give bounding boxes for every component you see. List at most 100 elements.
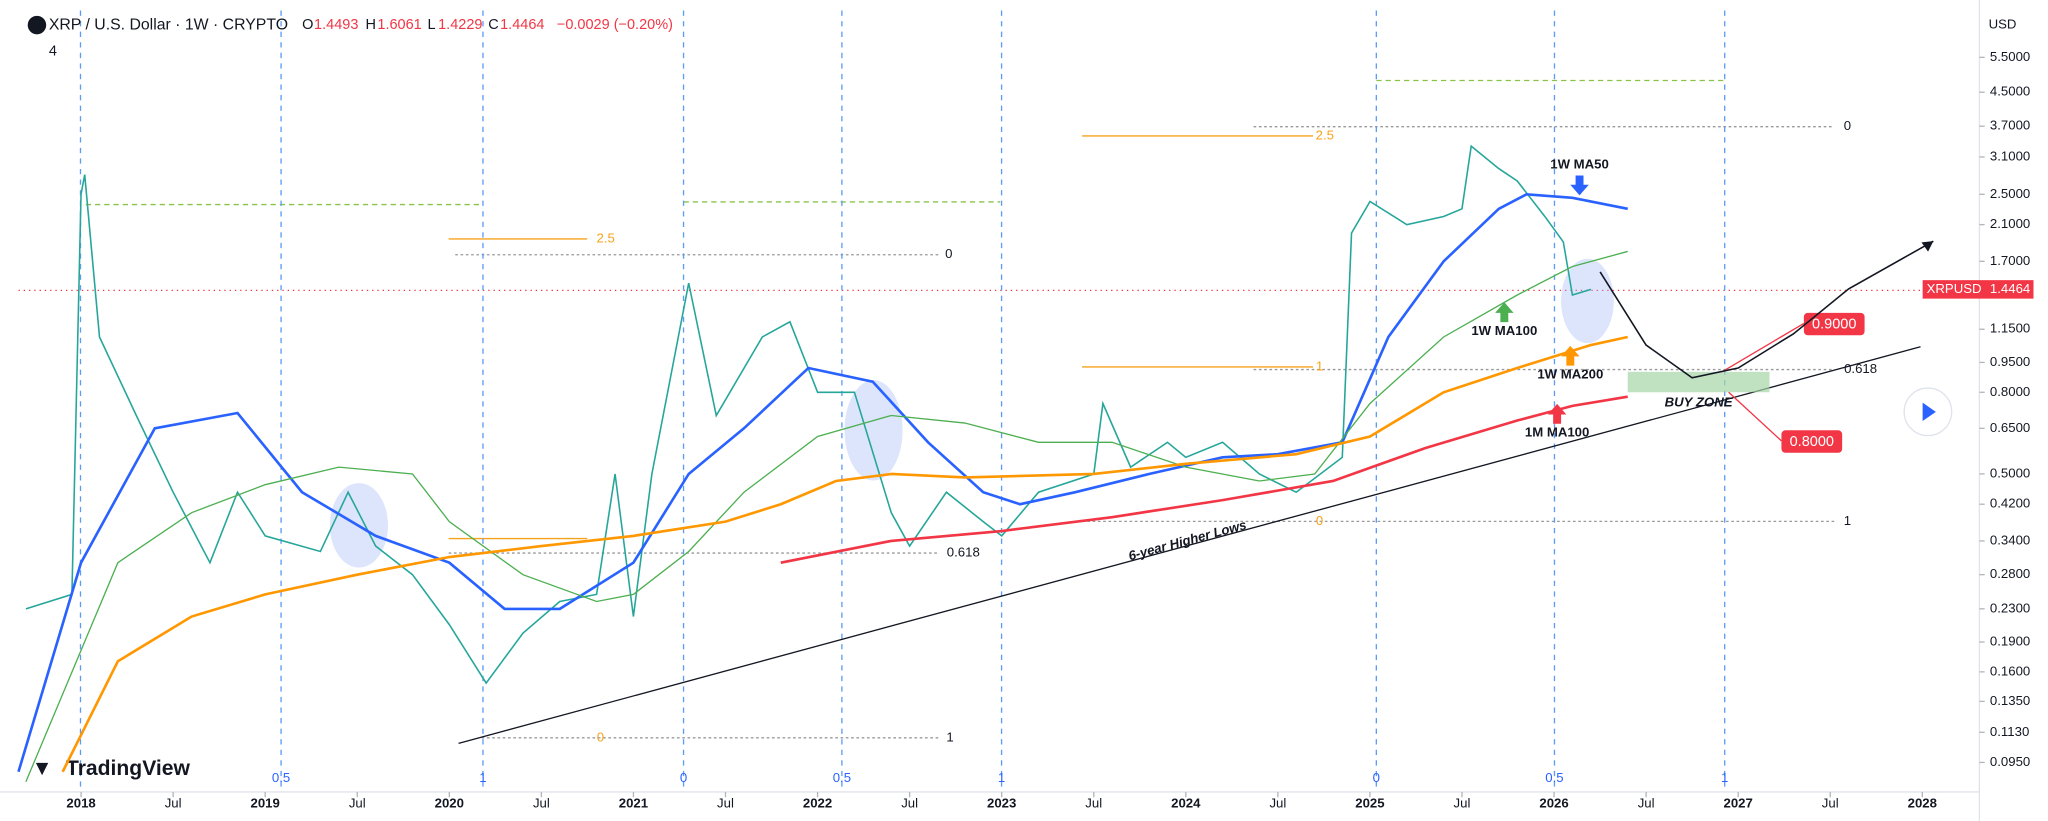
target-box — [1803, 312, 1865, 336]
fib-label: 0.618 — [947, 545, 980, 560]
close: 1.4464 — [500, 17, 544, 33]
x-tick-label: Jul — [1822, 795, 1839, 810]
fib-label: 2.5 — [1316, 127, 1334, 142]
x-tick-label: Jul — [1085, 795, 1102, 810]
price-tag-value: 1.4464 — [1990, 281, 2030, 296]
fib-time-label: 1 — [1721, 770, 1728, 785]
ma-label: 1W MA200 — [1537, 366, 1603, 381]
y-tick-label: 0.1130 — [1990, 724, 2029, 739]
fib-lines — [18, 79, 1980, 739]
y-tick-label: 1.1500 — [1990, 321, 2030, 336]
y-tick-label: 0.5000 — [1990, 465, 2030, 480]
fib-label: 0 — [597, 729, 604, 744]
brand-logo: ▼ — [32, 757, 53, 780]
arrow-head — [1921, 241, 1934, 252]
x-tick-label: Jul — [349, 795, 366, 810]
fib-label: 1 — [1844, 513, 1851, 528]
y-tick-label: 2.1000 — [1990, 216, 2030, 231]
fib-label: 2.5 — [597, 230, 615, 245]
ma-arrow — [1561, 345, 1580, 366]
indicator-count[interactable]: 4 — [49, 43, 57, 59]
trendline — [458, 346, 1921, 745]
x-tick-label: 2026 — [1539, 795, 1568, 810]
moving-average — [25, 250, 1628, 783]
projection-curve — [1599, 240, 1934, 379]
y-tick-label: 0.9500 — [1990, 354, 2030, 369]
open: 1.4493 — [314, 17, 358, 33]
moving-average — [17, 192, 1628, 773]
ma-arrow — [1547, 403, 1567, 424]
h-label: H — [366, 17, 376, 33]
x-tick-label: Jul — [533, 795, 550, 810]
high: 1.6061 — [377, 17, 421, 33]
x-tick-label: 2022 — [803, 795, 832, 810]
fib-time-label: 0 — [680, 770, 687, 785]
y-tick-label: 5.5000 — [1990, 49, 2030, 64]
buy-zone-label: BUY ZONE — [1665, 394, 1734, 409]
fib-time-label: 0.5 — [833, 770, 851, 785]
target-label: 0.9000 — [1812, 317, 1856, 333]
x-tick-label: 2023 — [987, 795, 1016, 810]
x-tick-label: 2027 — [1724, 795, 1753, 810]
y-tick-label: 0.0950 — [1990, 754, 2030, 769]
x-tick-label: 2025 — [1355, 795, 1384, 810]
ma-label: 1M MA100 — [1525, 424, 1589, 439]
moving-average — [780, 395, 1628, 564]
x-tick-label: Jul — [901, 795, 918, 810]
y-tick-label: 3.7000 — [1990, 118, 2030, 133]
fib-label: 0.618 — [1844, 361, 1877, 376]
y-tick-label: 0.8000 — [1990, 384, 2030, 399]
fib-label: 0 — [1844, 118, 1851, 133]
fib-label: 1 — [1316, 358, 1323, 373]
fib-time-label: 0.5 — [1545, 770, 1563, 785]
change: −0.0029 (−0.20%) — [557, 17, 673, 33]
fib-time-label: 1 — [998, 770, 1005, 785]
l-label: L — [428, 17, 436, 33]
x-tick-label: 2028 — [1908, 795, 1937, 810]
moving-average — [61, 335, 1628, 773]
fib-label: 1 — [946, 729, 953, 744]
play-button[interactable] — [1903, 387, 1953, 437]
y-tick-label: 0.3400 — [1990, 532, 2030, 547]
y-tick-label: 3.1000 — [1990, 148, 2030, 163]
fib-label: 0 — [1316, 513, 1323, 528]
y-tick-label: 0.4200 — [1990, 496, 2030, 511]
time-fib-lines — [79, 10, 1726, 789]
x-tick-label: Jul — [1454, 795, 1471, 810]
y-tick-label: 0.1600 — [1990, 663, 2030, 678]
brand: TradingView — [66, 757, 191, 780]
y-tick-label: 0.2300 — [1990, 600, 2030, 615]
y-tick-label: 0.1350 — [1990, 693, 2030, 708]
x-tick-label: 2019 — [251, 795, 280, 810]
x-tick-label: Jul — [165, 795, 182, 810]
x-tick-label: Jul — [1269, 795, 1286, 810]
low: 1.4229 — [438, 17, 482, 33]
ma-label: 1W MA50 — [1550, 156, 1609, 171]
x-tick-label: 2021 — [619, 795, 648, 810]
target-box — [1781, 430, 1843, 453]
x-tick-label: Jul — [1638, 795, 1655, 810]
buy-zone — [1627, 371, 1770, 393]
ma-label: 1W MA100 — [1471, 323, 1537, 338]
y-tick-label: 0.6500 — [1990, 420, 2030, 435]
target-label: 0.8000 — [1790, 434, 1834, 450]
x-tick-label: Jul — [717, 795, 734, 810]
x-tick-label: 2024 — [1171, 795, 1201, 810]
symbol: XRP / U.S. Dollar · 1W · CRYPTO — [49, 16, 288, 33]
x-tick-label: 2018 — [66, 795, 95, 810]
price-axis — [1979, 0, 2048, 821]
price-tag-symbol: XRPUSD — [1927, 281, 1982, 296]
y-tick-label: 0.2800 — [1990, 566, 2030, 581]
price-line — [25, 144, 1592, 685]
ma-arrow — [1495, 302, 1514, 323]
fib-label: 0 — [945, 246, 952, 261]
price-tag — [1922, 280, 2034, 299]
target-connector — [1721, 322, 1805, 373]
target-connector — [1728, 391, 1782, 442]
y-tick-label: 4.5000 — [1990, 84, 2030, 99]
header: XRP / U.S. Dollar · 1W · CRYPTO O 1.4493… — [27, 15, 2016, 780]
o-label: O — [302, 17, 313, 33]
c-label: C — [488, 17, 498, 33]
